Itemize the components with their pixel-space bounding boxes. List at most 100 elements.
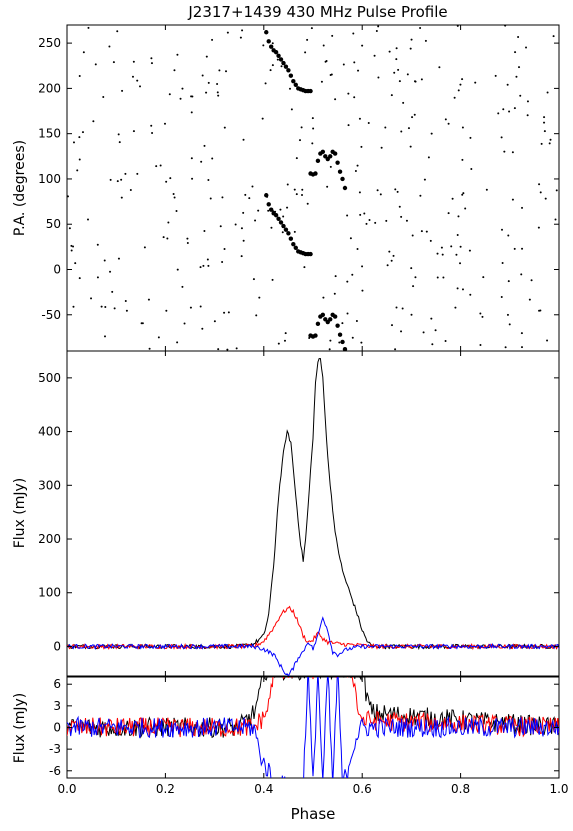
pa-noise-point: [326, 185, 329, 188]
pa-main-point: [276, 216, 281, 221]
pa-noise-point: [226, 31, 229, 34]
pa-noise-point: [507, 280, 510, 283]
pa-noise-point: [456, 25, 459, 27]
pa-noise-point: [441, 253, 444, 256]
pa-noise-point: [515, 75, 518, 78]
pa-noise-point: [72, 245, 75, 248]
pa-noise-point: [543, 116, 546, 119]
pa-noise-point: [240, 227, 243, 230]
pa-noise-point: [234, 223, 237, 226]
pa-noise-point: [251, 185, 254, 188]
pa-noise-point: [341, 322, 344, 325]
pa-noise-point: [175, 209, 178, 212]
pa-noise-point: [402, 101, 405, 104]
pa-noise-point: [410, 38, 413, 41]
pa-noise-point: [290, 108, 293, 111]
pa-noise-point: [513, 107, 516, 110]
pa-noise-point: [306, 38, 309, 41]
pa-noise-point: [361, 265, 364, 268]
pa-noise-point: [526, 114, 529, 117]
pa-noise-point: [322, 296, 325, 299]
pa-noise-point: [411, 116, 414, 119]
pa-noise-point: [508, 110, 511, 113]
residual-series-line: [67, 677, 559, 738]
pa-noise-point: [359, 213, 362, 216]
pa-noise-point: [360, 145, 363, 148]
pa-main-point: [291, 78, 296, 84]
pa-noise-point: [390, 259, 393, 262]
pa-noise-point: [361, 289, 364, 292]
pa-main-point: [278, 57, 284, 62]
pa-noise-point: [474, 81, 477, 84]
pa-noise-point: [312, 127, 315, 130]
pa-main-point: [286, 231, 291, 236]
pa-noise-point: [207, 264, 210, 267]
pa-noise-point: [347, 124, 350, 127]
pa-noise-point: [235, 347, 238, 350]
pa-noise-point: [306, 202, 309, 205]
residual-ytick-label: 6: [53, 677, 61, 691]
pa-ytick-label: 200: [38, 81, 61, 95]
pa-noise-point: [301, 193, 304, 196]
pa-noise-point: [136, 172, 139, 175]
pa-noise-point: [456, 234, 459, 237]
pa-noise-point: [548, 142, 551, 145]
pa-noise-point: [380, 146, 383, 149]
pa-noise-point: [430, 317, 433, 320]
pa-noise-point: [430, 132, 433, 135]
pa-noise-point: [221, 261, 224, 264]
flux-plot-area: 0 100 200 300 400 500: [38, 351, 560, 676]
pa-main-point: [281, 223, 286, 229]
pa-noise-point: [120, 196, 123, 199]
pa-noise-point: [482, 276, 485, 279]
pa-noise-point: [139, 85, 142, 88]
pa-noise-point: [506, 313, 509, 316]
pa-noise-point: [163, 122, 166, 125]
pa-noise-point: [469, 293, 472, 296]
pa-noise-point: [150, 124, 153, 127]
pa-noise-point: [205, 91, 208, 94]
pa-noise-point: [438, 66, 441, 69]
pa-noise-point: [396, 190, 399, 193]
pa-noise-point: [109, 270, 112, 273]
pa-noise-point: [395, 58, 398, 61]
pa-noise-point: [223, 311, 226, 314]
pa-noise-point: [121, 89, 124, 92]
pa-noise-point: [217, 94, 220, 97]
pa-noise-point: [159, 164, 162, 167]
pa-noise-point: [82, 51, 85, 54]
pa-noise-point: [186, 242, 189, 245]
pa-noise-point: [129, 189, 132, 192]
pa-noise-point: [301, 188, 304, 191]
pa-noise-point: [338, 341, 341, 344]
pa-noise-point: [400, 330, 403, 333]
pa-noise-point: [173, 69, 176, 72]
pa-noise-point: [355, 319, 358, 322]
residual-plot-area: -6 -3 0 3 6 0.0 0.2 0.4 0.6 0.8 1.0: [49, 677, 569, 796]
pa-noise-point: [176, 268, 179, 271]
pa-noise-point: [271, 42, 274, 45]
pa-noise-point: [520, 346, 523, 349]
pa-noise-point: [375, 30, 378, 33]
pa-axis-label: P.A. (degrees): [12, 140, 28, 236]
pa-noise-point: [218, 69, 221, 72]
pa-noise-point: [429, 239, 432, 242]
pa-second-point: [337, 332, 343, 337]
residual-series-line: [67, 677, 559, 739]
pa-noise-point: [151, 132, 154, 135]
pa-second-point: [342, 185, 348, 191]
pa-noise-point: [116, 30, 119, 33]
pa-ytick-label: -50: [41, 308, 61, 322]
pa-noise-point: [501, 261, 504, 264]
pa-noise-point: [150, 62, 153, 65]
pa-second-point: [320, 149, 326, 154]
pa-noise-point: [334, 275, 337, 278]
pa-noise-point: [293, 188, 296, 191]
pa-noise-point: [393, 71, 396, 74]
pa-noise-point: [419, 194, 422, 197]
flux-series-line: [67, 616, 559, 676]
pa-noise-point: [100, 305, 103, 308]
pa-noise-point: [538, 183, 541, 186]
pa-noise-point: [298, 139, 301, 142]
pa-noise-point: [201, 327, 204, 330]
